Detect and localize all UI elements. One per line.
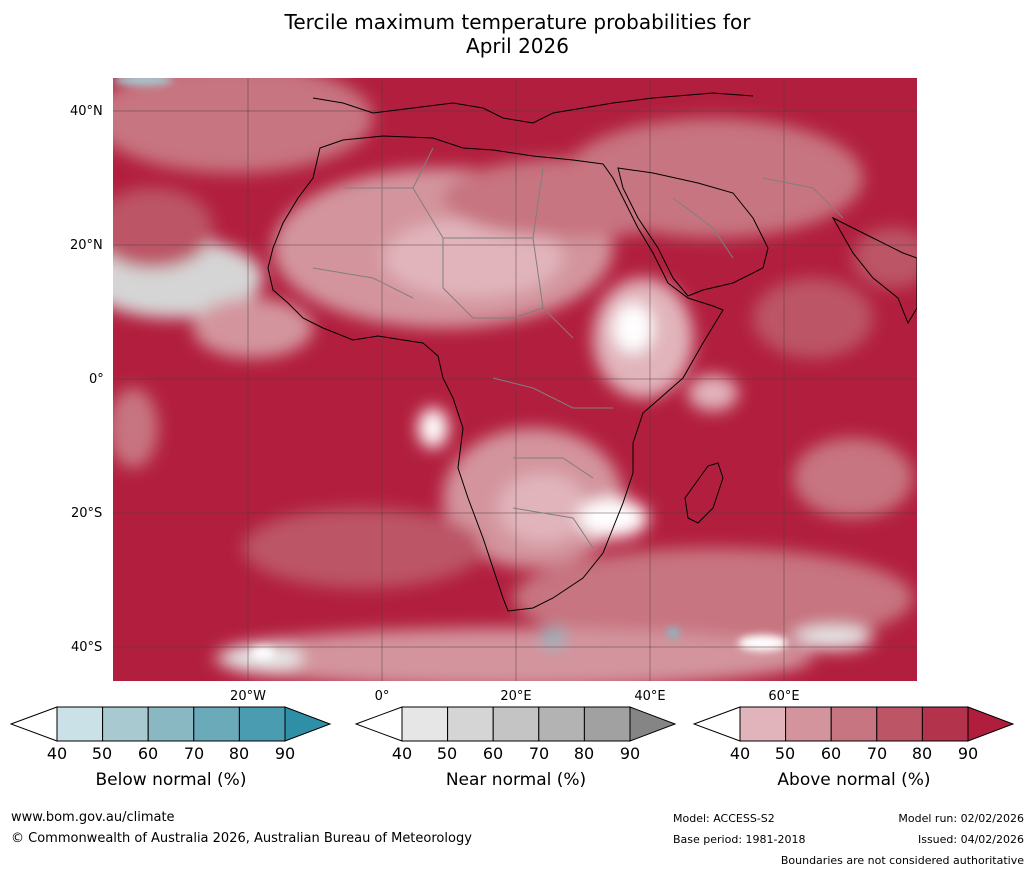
colorbar-label-near: Near normal (%) — [445, 770, 587, 790]
colorbar-swatch — [785, 706, 832, 742]
colorbar-tick: 60 — [137, 744, 159, 763]
india-coastline — [831, 216, 917, 325]
arabia-coastline — [617, 167, 769, 297]
probability-field — [113, 78, 917, 681]
colorbar-swatch — [193, 706, 240, 742]
colorbar-tick: 50 — [91, 744, 113, 763]
colorbar-high-arrow — [629, 706, 677, 742]
colorbar-tick: 80 — [228, 744, 250, 763]
colorbar-above-normal: 40 50 60 70 80 90 Above normal (%) — [692, 706, 1015, 790]
footer-website-link[interactable]: www.bom.gov.au/climate — [11, 810, 175, 825]
colorbar-tick: 70 — [528, 744, 550, 763]
colorbar-near-swatches — [354, 706, 677, 742]
lon-label-0: 0° — [374, 689, 390, 704]
lon-label-20e: 20°E — [500, 689, 532, 704]
lon-label-60e: 60°E — [768, 689, 800, 704]
colorbar-tick: 40 — [729, 744, 751, 763]
colorbar-swatch — [876, 706, 923, 742]
colorbar-swatch — [739, 706, 787, 742]
colorbar-swatch — [238, 706, 286, 742]
colorbar-below-normal: 40 50 60 70 80 90 Below normal (%) — [9, 706, 332, 790]
colorbar-swatch — [830, 706, 878, 742]
footer-model-run: Model run: 02/02/2026 — [898, 812, 1024, 825]
colorbar-tick: 40 — [46, 744, 68, 763]
colorbar-swatch — [56, 706, 104, 742]
colorbar-tick: 50 — [774, 744, 796, 763]
colorbar-low-arrow — [692, 706, 741, 742]
colorbar-swatch — [583, 706, 631, 742]
colorbar-swatch — [147, 706, 195, 742]
colorbar-tick: 70 — [866, 744, 888, 763]
colorbar-tick: 50 — [436, 744, 458, 763]
footer-base-period: Base period: 1981-2018 — [673, 833, 806, 846]
colorbar-tick: 70 — [183, 744, 205, 763]
colorbar-swatch — [447, 706, 494, 742]
colorbar-label-above: Above normal (%) — [777, 770, 931, 790]
africa-coastline — [267, 135, 724, 612]
colorbar-tick: 90 — [619, 744, 641, 763]
colorbar-tick: 80 — [573, 744, 595, 763]
lat-label-20n: 20°N — [70, 238, 103, 253]
colorbar-tick: 60 — [482, 744, 504, 763]
country-borders — [312, 147, 844, 549]
colorbar-swatch — [921, 706, 969, 742]
lat-label-20s: 20°S — [71, 506, 103, 521]
title-line-1: Tercile maximum temperature probabilitie… — [284, 10, 751, 34]
lon-label-20w: 20°W — [230, 689, 266, 704]
colorbar-high-arrow — [967, 706, 1015, 742]
colorbar-low-arrow — [9, 706, 58, 742]
footer-disclaimer: Boundaries are not considered authoritat… — [780, 854, 1024, 867]
footer-issued: Issued: 04/02/2026 — [917, 833, 1024, 846]
colorbar-tick: 90 — [957, 744, 979, 763]
colorbar-near-normal: 40 50 60 70 80 90 Near normal (%) — [354, 706, 677, 790]
colorbar-above-swatches — [692, 706, 1015, 742]
lat-label-40n: 40°N — [70, 104, 103, 119]
colorbar-high-arrow — [284, 706, 332, 742]
footer-copyright: © Commonwealth of Australia 2026, Austra… — [11, 831, 472, 846]
title-line-2: April 2026 — [466, 34, 569, 58]
probability-map — [113, 78, 917, 681]
colorbar-low-arrow — [354, 706, 403, 742]
madagascar-coastline — [684, 462, 724, 524]
graticule — [113, 78, 917, 681]
footer-model: Model: ACCESS-S2 — [673, 812, 775, 825]
lat-label-equator: 0° — [89, 372, 104, 387]
colorbar-tick: 90 — [274, 744, 296, 763]
europe-coastline — [312, 92, 754, 124]
colorbar-swatch — [102, 706, 149, 742]
colorbar-swatch — [538, 706, 585, 742]
colorbar-tick: 40 — [391, 744, 413, 763]
colorbar-label-below: Below normal (%) — [95, 770, 247, 790]
colorbar-swatch — [492, 706, 540, 742]
lat-label-40s: 40°S — [71, 640, 103, 655]
lon-label-40e: 40°E — [634, 689, 666, 704]
colorbar-tick: 80 — [911, 744, 933, 763]
colorbar-below-swatches — [9, 706, 332, 742]
colorbar-swatch — [401, 706, 449, 742]
colorbar-tick: 60 — [820, 744, 842, 763]
chart-title: Tercile maximum temperature probabilitie… — [0, 10, 1035, 58]
